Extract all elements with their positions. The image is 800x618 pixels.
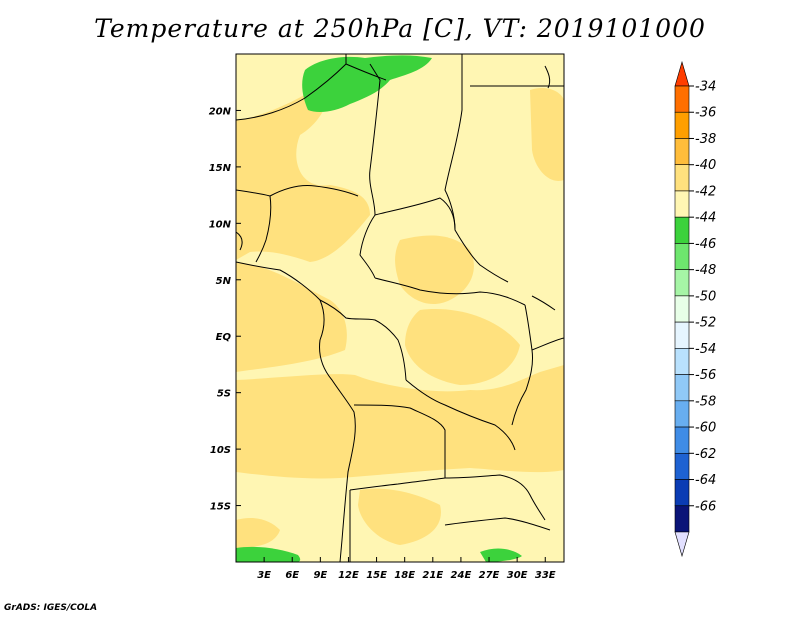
colorbar-label: -50 — [695, 289, 716, 304]
border-cameroon-congo — [319, 299, 407, 381]
colorbar-label: -64 — [695, 473, 716, 488]
longitude-axis: 3E 6E 9E 12E 15E 18E 21E 24E 27E 30E 33E — [257, 557, 556, 581]
colorbar-label: -38 — [695, 132, 716, 147]
warm-region-congo — [405, 309, 520, 385]
colorbar-swatch — [674, 138, 690, 166]
border-angola — [349, 404, 446, 491]
border-car-drc — [374, 277, 526, 306]
lat-tick-label: EQ — [216, 332, 232, 343]
colorbar-label: -40 — [695, 158, 716, 173]
colorbar: -34 -36 -38 -40 -42 -44 -46 -48 -50 -52 -54 -56 -58 -… — [674, 60, 716, 558]
border-nigeria-west — [236, 189, 272, 263]
lon-tick-label: 33E — [535, 570, 556, 581]
coastline-west — [236, 261, 356, 562]
border-ne — [544, 65, 551, 89]
colorbar-arrow-top — [674, 60, 690, 87]
border-north — [236, 63, 387, 121]
warm-region-southeast — [358, 488, 441, 545]
colorbar-label: -44 — [695, 211, 716, 226]
lat-tick-label: 15N — [209, 163, 232, 174]
colorbar-swatch — [674, 426, 690, 454]
lat-tick-label: 5S — [217, 389, 231, 400]
colorbar-label: -52 — [695, 316, 716, 331]
colorbar-arrow-bottom — [674, 531, 690, 558]
colorbar-swatch — [674, 164, 690, 192]
colorbar-label: -48 — [695, 263, 716, 278]
border-sudan — [444, 54, 463, 231]
colorbar-label: -46 — [695, 237, 716, 252]
border-zimbabwe — [444, 517, 551, 531]
colorbar-label: -60 — [695, 421, 716, 436]
grads-credit: GrADS: IGES/COLA — [4, 603, 98, 613]
warm-region-central — [395, 235, 474, 305]
border-east — [511, 304, 533, 426]
colorbar-label: -62 — [695, 447, 716, 462]
lon-tick-label: 15E — [366, 570, 387, 581]
cold-patch-southeast — [480, 548, 522, 562]
lon-tick-label: 3E — [257, 570, 271, 581]
border-kenya — [531, 337, 564, 351]
colorbar-swatch — [674, 321, 690, 349]
warm-regions — [236, 82, 564, 548]
cold-patch-southwest — [236, 546, 301, 562]
colorbar-swatch — [674, 85, 690, 113]
colorbar-swatch — [674, 374, 690, 402]
colorbar-label: -58 — [695, 394, 716, 409]
lon-tick-label: 6E — [285, 570, 299, 581]
lon-tick-label: 12E — [338, 570, 359, 581]
colorbar-swatch — [674, 348, 690, 375]
colorbar-swatch — [674, 505, 690, 533]
lake-border — [531, 295, 556, 311]
lon-tick-label: 24E — [451, 570, 472, 581]
warm-region-south — [236, 365, 564, 479]
colorbar-label: -36 — [695, 106, 716, 121]
lat-tick-label: 5N — [216, 276, 232, 287]
border-drc-south — [405, 379, 516, 451]
cold-regions — [236, 55, 522, 562]
colorbar-swatch — [674, 190, 690, 218]
border-zambia — [444, 474, 546, 521]
colorbar-swatch — [674, 111, 690, 139]
borders — [236, 54, 564, 562]
lon-tick-label: 18E — [394, 570, 415, 581]
colorbar-swatch — [674, 295, 690, 323]
colorbar-swatch — [674, 216, 690, 244]
colorbar-swatch — [674, 452, 690, 480]
lon-tick-label: 30E — [507, 570, 528, 581]
lat-tick-label: 10S — [210, 445, 231, 456]
lat-tick-label: 15S — [210, 502, 231, 513]
warm-region-northeast — [530, 88, 564, 181]
border-chad-niger — [359, 63, 381, 279]
map-field — [236, 54, 564, 562]
chart-title: Temperature at 250hPa [C], VT: 201910100… — [94, 14, 706, 43]
colorbar-swatch — [674, 269, 690, 297]
border-nigeria-niger — [269, 185, 359, 197]
colorbar-label: -54 — [695, 342, 716, 357]
lat-tick-label: 20N — [209, 106, 232, 117]
latitude-axis: 20N 15N 10N 5N EQ 5S 10S 15S — [209, 106, 241, 513]
lat-tick-label: 10N — [209, 219, 232, 230]
colorbar-label: -66 — [695, 499, 716, 514]
colorbar-swatch — [674, 479, 690, 507]
colorbar-label: -34 — [695, 80, 716, 95]
warm-region-southwest — [236, 518, 280, 548]
colorbar-label: -42 — [695, 184, 716, 199]
map-frame — [235, 53, 565, 563]
lon-tick-label: 9E — [313, 570, 327, 581]
warm-region-west — [236, 82, 370, 262]
lon-tick-label: 21E — [422, 570, 443, 581]
colorbar-swatch — [674, 400, 690, 428]
colorbar-swatch — [674, 243, 690, 270]
lon-tick-label: 27E — [479, 570, 500, 581]
cold-patch-north — [302, 55, 432, 112]
warm-region-northwest — [236, 153, 275, 190]
colorbar-label: -56 — [695, 368, 716, 383]
border-benin — [236, 231, 243, 251]
